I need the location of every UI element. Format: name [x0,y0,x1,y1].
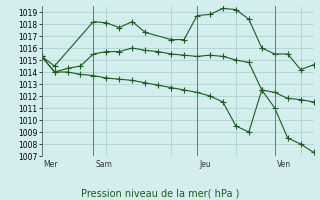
Text: Jeu: Jeu [199,160,211,169]
Text: Pression niveau de la mer( hPa ): Pression niveau de la mer( hPa ) [81,188,239,198]
Text: Mer: Mer [44,160,58,169]
Text: Ven: Ven [277,160,291,169]
Text: Sam: Sam [95,160,112,169]
